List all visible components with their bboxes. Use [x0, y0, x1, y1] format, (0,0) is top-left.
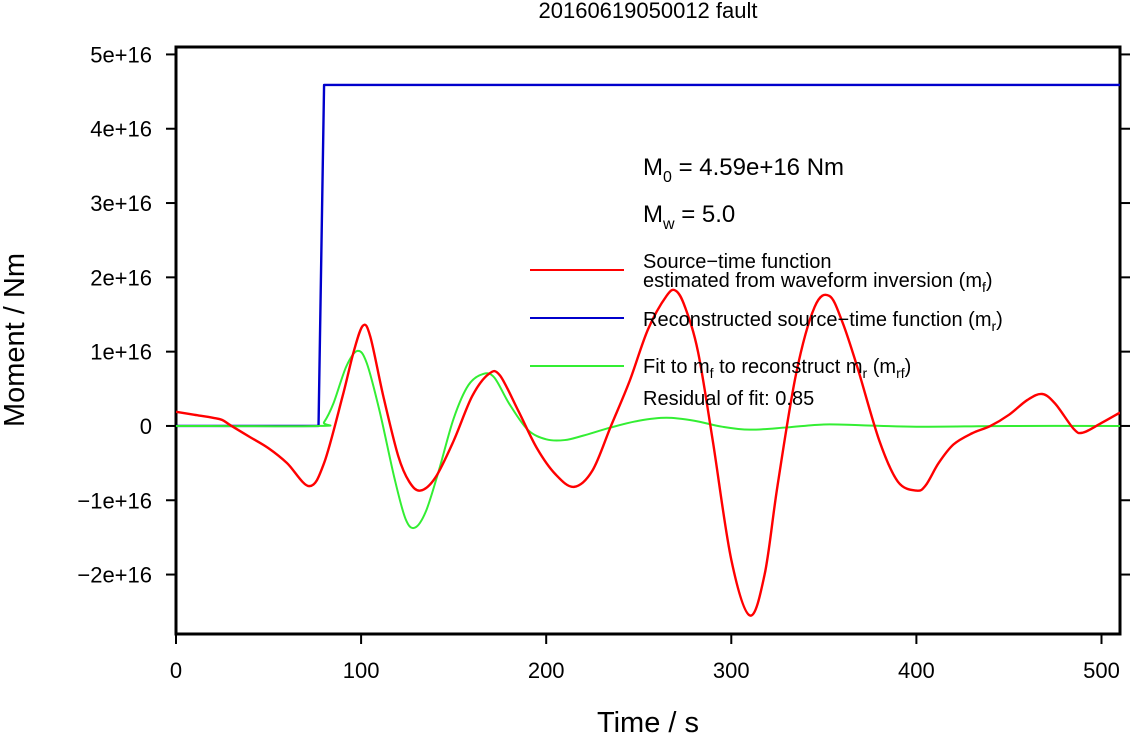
residual-annotation: Residual of fit: 0.85 — [643, 388, 814, 410]
y-tick-label: 4e+16 — [90, 117, 152, 142]
y-tick-label: −2e+16 — [77, 563, 152, 588]
y-axis-label: Moment / Nm — [0, 253, 31, 427]
series-line-mf — [176, 288, 1120, 617]
y-axis: −2e+16 −1e+16 0 1e+16 2e+16 3e+16 4e+16 5e+16 — [77, 42, 1130, 588]
series-group — [176, 83, 1120, 617]
mw-annotation: Mw = 5.0 — [643, 201, 735, 233]
y-tick-label: 0 — [140, 414, 152, 439]
y-tick-label: −1e+16 — [77, 488, 152, 513]
legend-label-mf-line1: Source−time function — [643, 251, 831, 273]
chart-title: 20160619050012 fault — [539, 0, 758, 23]
x-tick-label: 500 — [1083, 658, 1120, 683]
y-tick-label: 2e+16 — [90, 265, 152, 290]
series-line-mrf — [176, 349, 1120, 530]
plot-frame — [174, 45, 1122, 636]
y-tick-label: 3e+16 — [90, 191, 152, 216]
x-axis: 0 100 200 300 400 500 — [170, 634, 1120, 683]
x-tick-label: 300 — [713, 658, 750, 683]
y-tick-label: 1e+16 — [90, 340, 152, 365]
legend-label-mr: Reconstructed source−time function (mr) — [643, 309, 1003, 334]
x-axis-label: Time / s — [597, 707, 699, 736]
x-tick-label: 200 — [528, 658, 565, 683]
x-tick-label: 100 — [343, 658, 380, 683]
legend-label-mrf: Fit to mf to reconstruct mr (mrf) — [643, 356, 911, 381]
y-tick-label: 5e+16 — [90, 42, 152, 67]
x-tick-label: 0 — [170, 658, 182, 683]
legend-label-mf-line2: estimated from waveform inversion (mf) — [643, 270, 993, 295]
legend: Source−time function estimated from wave… — [530, 251, 1003, 410]
m0-annotation: M0 = 4.59e+16 Nm — [643, 154, 844, 186]
x-tick-label: 400 — [898, 658, 935, 683]
